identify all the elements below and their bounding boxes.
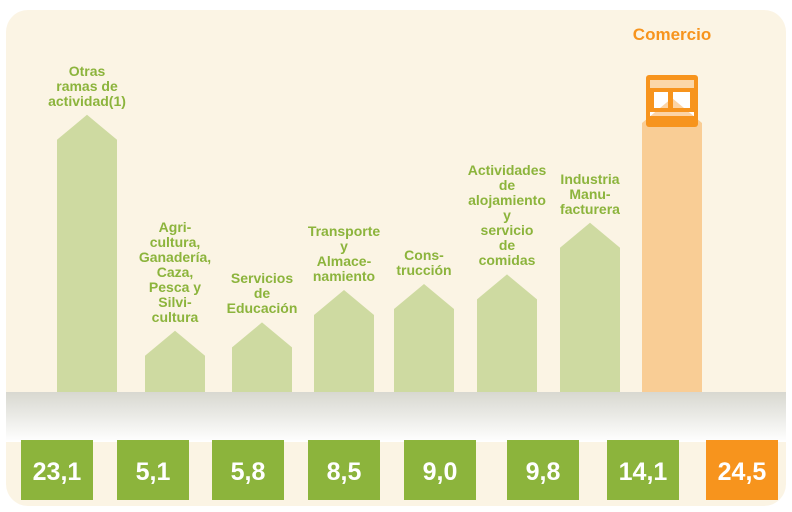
bar-arrow	[145, 330, 205, 392]
value-box	[607, 440, 679, 500]
bar-arrow	[394, 284, 454, 392]
bar-arrow	[57, 114, 117, 393]
category-label: Industria Manu- facturera	[560, 170, 620, 217]
floor-band	[6, 392, 786, 442]
bar-arrow	[314, 290, 374, 392]
value-label: 5,8	[231, 458, 266, 486]
value-label: 9,0	[423, 458, 458, 486]
value-label: 5,1	[136, 458, 171, 486]
value-label: 9,8	[526, 458, 561, 486]
bar-arrow	[477, 274, 537, 392]
value-box	[212, 440, 284, 500]
value-box	[117, 440, 189, 500]
value-box	[21, 440, 93, 500]
bar-arrow	[642, 98, 702, 392]
category-label: Transporte y Almace- namiento	[307, 223, 381, 284]
value-label: 8,5	[327, 458, 362, 486]
category-label: Servicios de Educación	[226, 270, 298, 317]
value-box	[706, 440, 778, 500]
value-label: 14,1	[619, 458, 668, 486]
category-label: Actividades de alojamiento y servicio de…	[467, 162, 547, 269]
bar-arrow	[560, 222, 620, 392]
category-label: Agri- cultura, Ganadería, Caza, Pesca y …	[138, 218, 212, 325]
value-box	[404, 440, 476, 500]
value-box	[308, 440, 380, 500]
category-label: Comercio	[632, 25, 712, 44]
category-label: Otras ramas de actividad(1)	[48, 62, 126, 109]
value-box	[507, 440, 579, 500]
value-label: 23,1	[33, 458, 82, 486]
category-label: Cons- trucción	[396, 247, 452, 278]
value-label: 24,5	[718, 458, 767, 486]
shop-icon	[646, 75, 698, 127]
background-panel	[6, 10, 786, 506]
bar-arrow	[232, 322, 292, 392]
